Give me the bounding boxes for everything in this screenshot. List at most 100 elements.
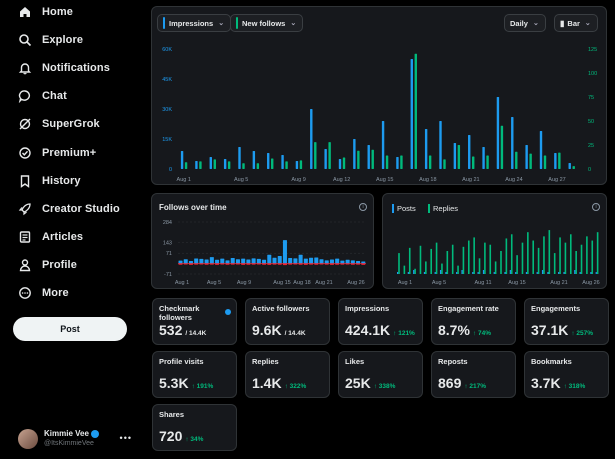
sidebar-item-notifications[interactable]: Notifications xyxy=(18,57,110,79)
card-delta: ↑ 217% xyxy=(464,383,487,390)
bar-followers-gained xyxy=(319,259,324,264)
main-chart-panel: Impressions ⌄ New follows ⌄ Daily ⌄ ▮ Ba… xyxy=(151,6,607,185)
bar-followers-gained xyxy=(267,254,272,264)
sidebar-item-chat[interactable]: Chat xyxy=(18,85,67,107)
card-value: 3.7K xyxy=(531,375,561,391)
card-delta: ↑ 121% xyxy=(393,330,415,337)
y-tick-right: 0 xyxy=(588,167,591,173)
info-icon[interactable]: i xyxy=(592,203,600,211)
bar-posts xyxy=(541,270,544,274)
bar-followers-gained xyxy=(178,260,183,264)
bar-posts xyxy=(493,272,495,274)
sidebar-item-creator-studio[interactable]: Creator Studio xyxy=(18,198,120,220)
bar-followers-gained xyxy=(350,260,355,264)
metric-select-new-follows[interactable]: New follows ⌄ xyxy=(230,14,304,32)
metric-card-impressions[interactable]: Impressions 424.1K ↑ 121% xyxy=(338,298,423,345)
sidebar-item-home[interactable]: Home xyxy=(18,1,73,23)
new-follows-color-mark xyxy=(236,17,238,29)
chart-type-select[interactable]: ▮ Bar ⌄ xyxy=(554,14,598,32)
sidebar-item-supergrok[interactable]: SuperGrok xyxy=(18,113,100,135)
y-tick-left: 15K xyxy=(162,137,172,143)
posts-chart-panel: Posts Replies i Aug 1 Aug 5 Aug 11 Aug 15 Au… xyxy=(382,193,607,289)
card-label: Bookmarks xyxy=(531,357,572,366)
bar-new-follows xyxy=(515,151,518,169)
metric-card-shares[interactable]: Shares 720 ↑ 34% xyxy=(152,404,237,451)
bar-impressions xyxy=(410,59,413,169)
card-value: 37.1K xyxy=(531,322,569,338)
bar-posts xyxy=(445,272,447,274)
bar-new-follows xyxy=(443,159,446,169)
metric-card-profile-visits[interactable]: Profile visits 5.3K ↑ 191% xyxy=(152,351,237,398)
sidebar-item-label: Chat xyxy=(42,90,67,102)
bar-new-follows xyxy=(371,149,374,169)
bar-replies xyxy=(553,253,556,274)
x-tick-label: Aug 1 xyxy=(177,177,191,183)
sidebar-item-premium[interactable]: Premium+ xyxy=(18,142,96,164)
bar-replies xyxy=(564,242,567,274)
x-tick-label: Aug 9 xyxy=(291,177,305,183)
bar-impressions xyxy=(367,145,370,169)
premium-icon xyxy=(18,146,32,160)
verified-icon xyxy=(90,430,99,438)
sidebar-item-articles[interactable]: Articles xyxy=(18,226,83,248)
bar-replies xyxy=(543,236,545,274)
legend-replies[interactable]: Replies xyxy=(428,204,458,213)
bar-impressions xyxy=(310,109,313,169)
bar-followers-gained xyxy=(199,258,204,264)
metric-select-impressions[interactable]: Impressions ⌄ xyxy=(157,14,232,32)
bar-followers-gained xyxy=(251,258,256,264)
interval-select[interactable]: Daily ⌄ xyxy=(504,14,546,32)
bar-impressions xyxy=(195,161,198,169)
account-switcher[interactable]: Kimmie Vee @ItsKimmieVee ••• xyxy=(18,427,136,451)
bar-replies xyxy=(586,236,588,274)
sidebar-item-more[interactable]: More xyxy=(18,282,69,304)
card-label: Replies xyxy=(252,357,279,366)
metric-card-active-followers[interactable]: Active followers 9.6K/ 14.4K xyxy=(245,298,330,345)
chevron-down-icon: ⌄ xyxy=(584,20,591,27)
x-tick-label: Aug 18 xyxy=(419,177,436,183)
card-value: 720 xyxy=(159,428,183,444)
bar-new-follows xyxy=(299,160,303,169)
bar-posts xyxy=(590,272,592,274)
bar-impressions xyxy=(338,159,342,169)
sidebar-item-explore[interactable]: Explore xyxy=(18,29,83,51)
sidebar-item-profile[interactable]: Profile xyxy=(18,254,77,276)
card-value: 424.1K xyxy=(345,322,391,338)
x-tick-label: Aug 12 xyxy=(333,177,350,183)
metric-card-likes[interactable]: Likes 25K ↑ 338% xyxy=(338,351,423,398)
info-icon[interactable]: i xyxy=(359,203,367,211)
bar-replies xyxy=(435,242,438,274)
card-label: Checkmark followers xyxy=(159,304,200,322)
bar-new-follows xyxy=(285,161,288,169)
legend-posts[interactable]: Posts xyxy=(392,204,416,213)
post-button[interactable]: Post xyxy=(13,317,127,341)
metric-card-engagement-rate[interactable]: Engagement rate 8.7% ↑ 74% xyxy=(431,298,516,345)
x-tick-label: Aug 21 xyxy=(550,280,567,286)
bar-followers-gained xyxy=(324,260,329,264)
bar-new-follows xyxy=(414,53,417,169)
x-tick-label: Aug 15 xyxy=(376,177,393,183)
bar-posts xyxy=(439,270,442,274)
bar-followers-gained xyxy=(215,259,220,264)
metric-card-reposts[interactable]: Reposts 869 ↑ 217% xyxy=(431,351,516,398)
card-label: Impressions xyxy=(345,304,390,313)
y-tick-right: 100 xyxy=(588,71,597,77)
sidebar-item-history[interactable]: History xyxy=(18,170,81,192)
bar-followers-gained xyxy=(204,259,209,264)
bar-impressions xyxy=(223,159,227,169)
legend-label: Replies xyxy=(433,204,459,213)
more-dots-icon[interactable]: ••• xyxy=(119,433,132,443)
metric-card-bookmarks[interactable]: Bookmarks 3.7K ↑ 318% xyxy=(524,351,609,398)
y-tick-left: 30K xyxy=(162,107,172,113)
x-tick-label: Aug 1 xyxy=(398,280,412,286)
bar-posts xyxy=(579,272,581,274)
bar-new-follows xyxy=(572,166,575,169)
pill-label: Bar xyxy=(567,18,580,28)
chevron-down-icon: ⌄ xyxy=(218,20,225,27)
metric-card-engagements[interactable]: Engagements 37.1K ↑ 257% xyxy=(524,298,609,345)
metric-card-replies[interactable]: Replies 1.4K ↑ 322% xyxy=(245,351,330,398)
profile-name: Kimmie Vee xyxy=(44,429,89,438)
metric-card-checkmark-followers[interactable]: Checkmark followers 532/ 14.4K xyxy=(152,298,237,345)
bar-replies xyxy=(419,245,422,274)
bar-posts xyxy=(563,272,565,274)
